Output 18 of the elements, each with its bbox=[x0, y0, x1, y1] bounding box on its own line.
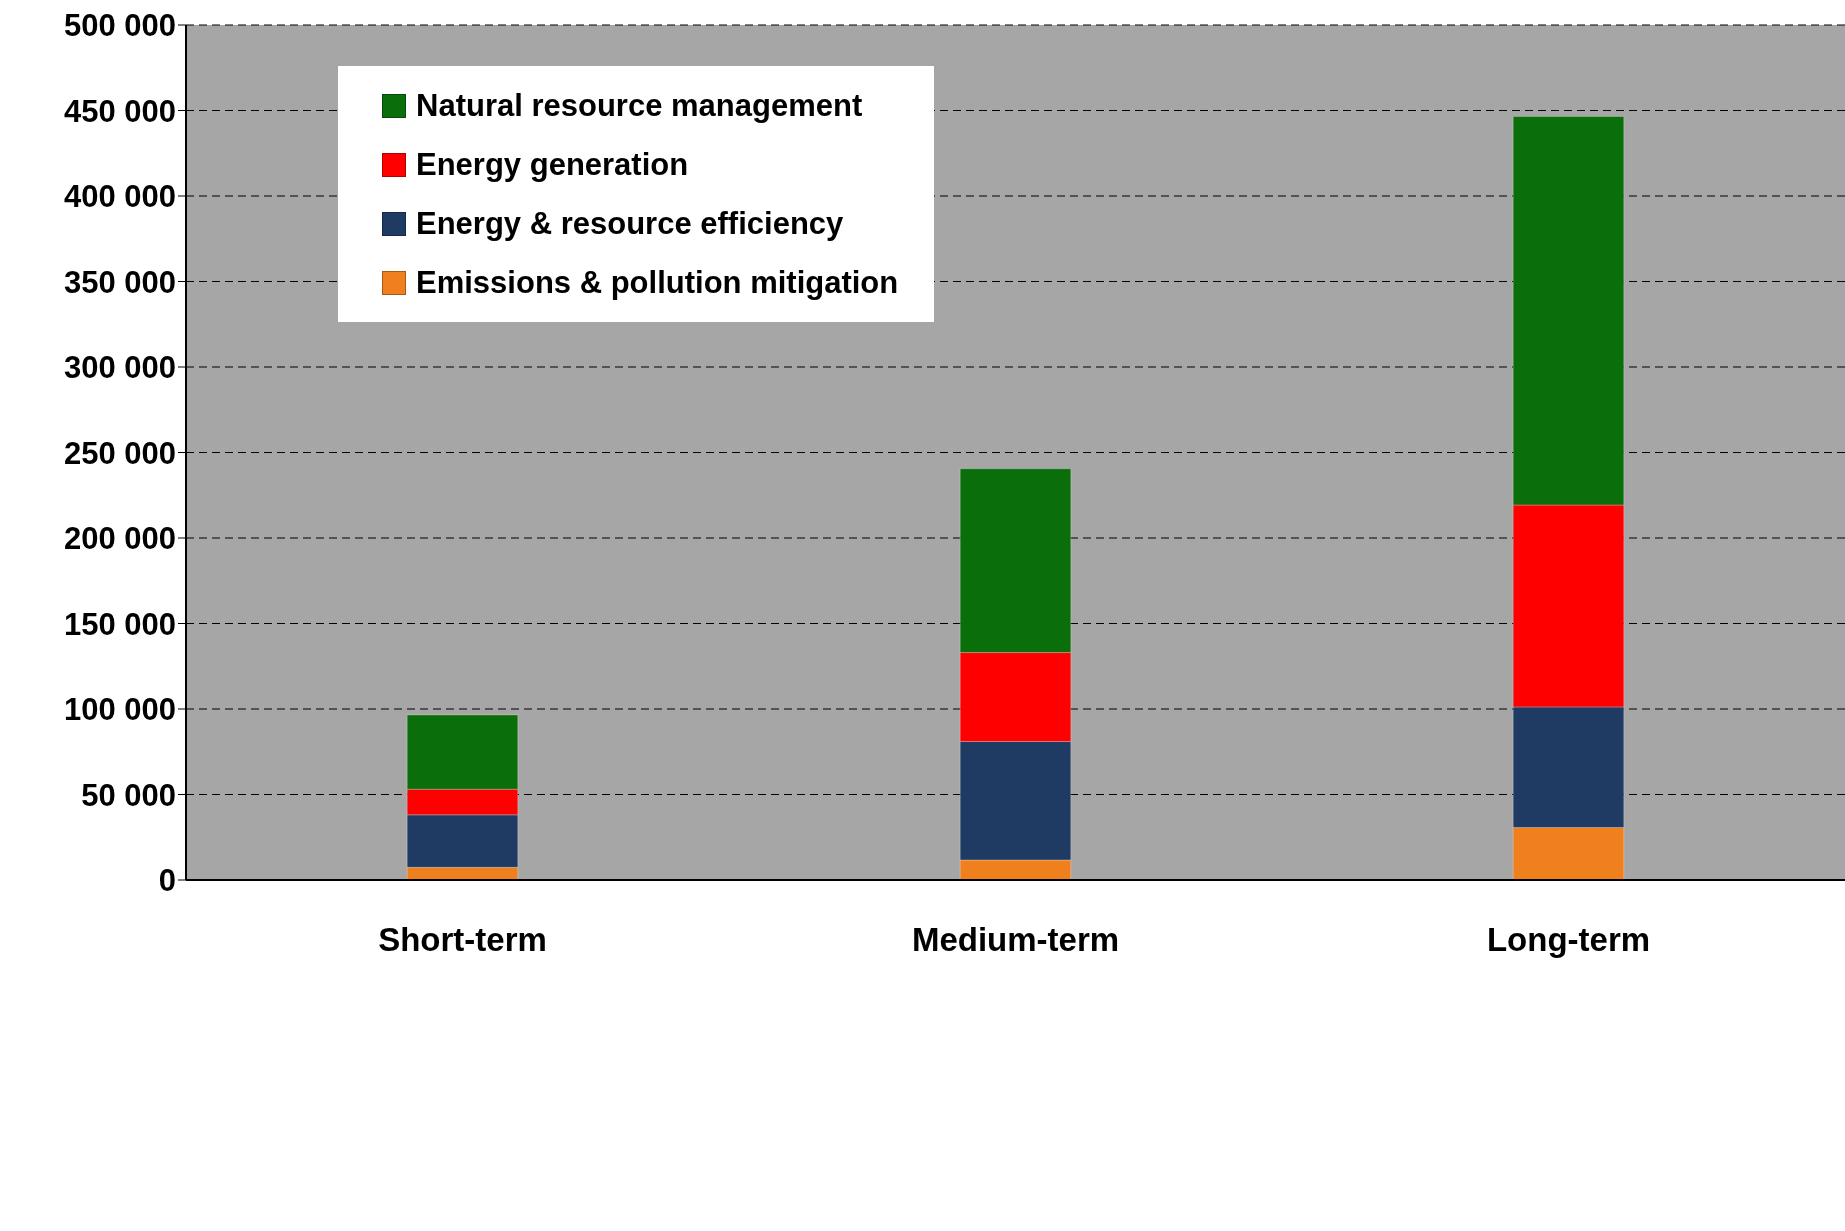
y-tick-label: 400 000 bbox=[63, 179, 176, 215]
x-tick-label: Short-term bbox=[378, 921, 547, 959]
y-tick-label: 100 000 bbox=[63, 692, 176, 728]
legend-label: Emissions & pollution mitigation bbox=[416, 264, 899, 301]
y-tick-label: 250 000 bbox=[63, 435, 176, 471]
y-tick-label: 0 bbox=[158, 863, 176, 899]
y-tick-label: 450 000 bbox=[63, 93, 176, 129]
y-tick-label: 150 000 bbox=[63, 606, 176, 642]
legend-label: Energy & resource efficiency bbox=[416, 205, 844, 242]
legend-label: Natural resource management bbox=[416, 87, 863, 124]
legend-label: Energy generation bbox=[416, 146, 689, 183]
x-tick-label: Medium-term bbox=[911, 921, 1120, 959]
y-tick-label: 350 000 bbox=[63, 264, 176, 300]
y-tick-label: 300 000 bbox=[63, 350, 176, 386]
y-tick-label: 200 000 bbox=[63, 521, 176, 557]
y-tick-label: 500 000 bbox=[63, 8, 176, 44]
y-tick-label: 50 000 bbox=[81, 777, 176, 813]
x-tick-label: Long-term bbox=[1486, 921, 1651, 959]
